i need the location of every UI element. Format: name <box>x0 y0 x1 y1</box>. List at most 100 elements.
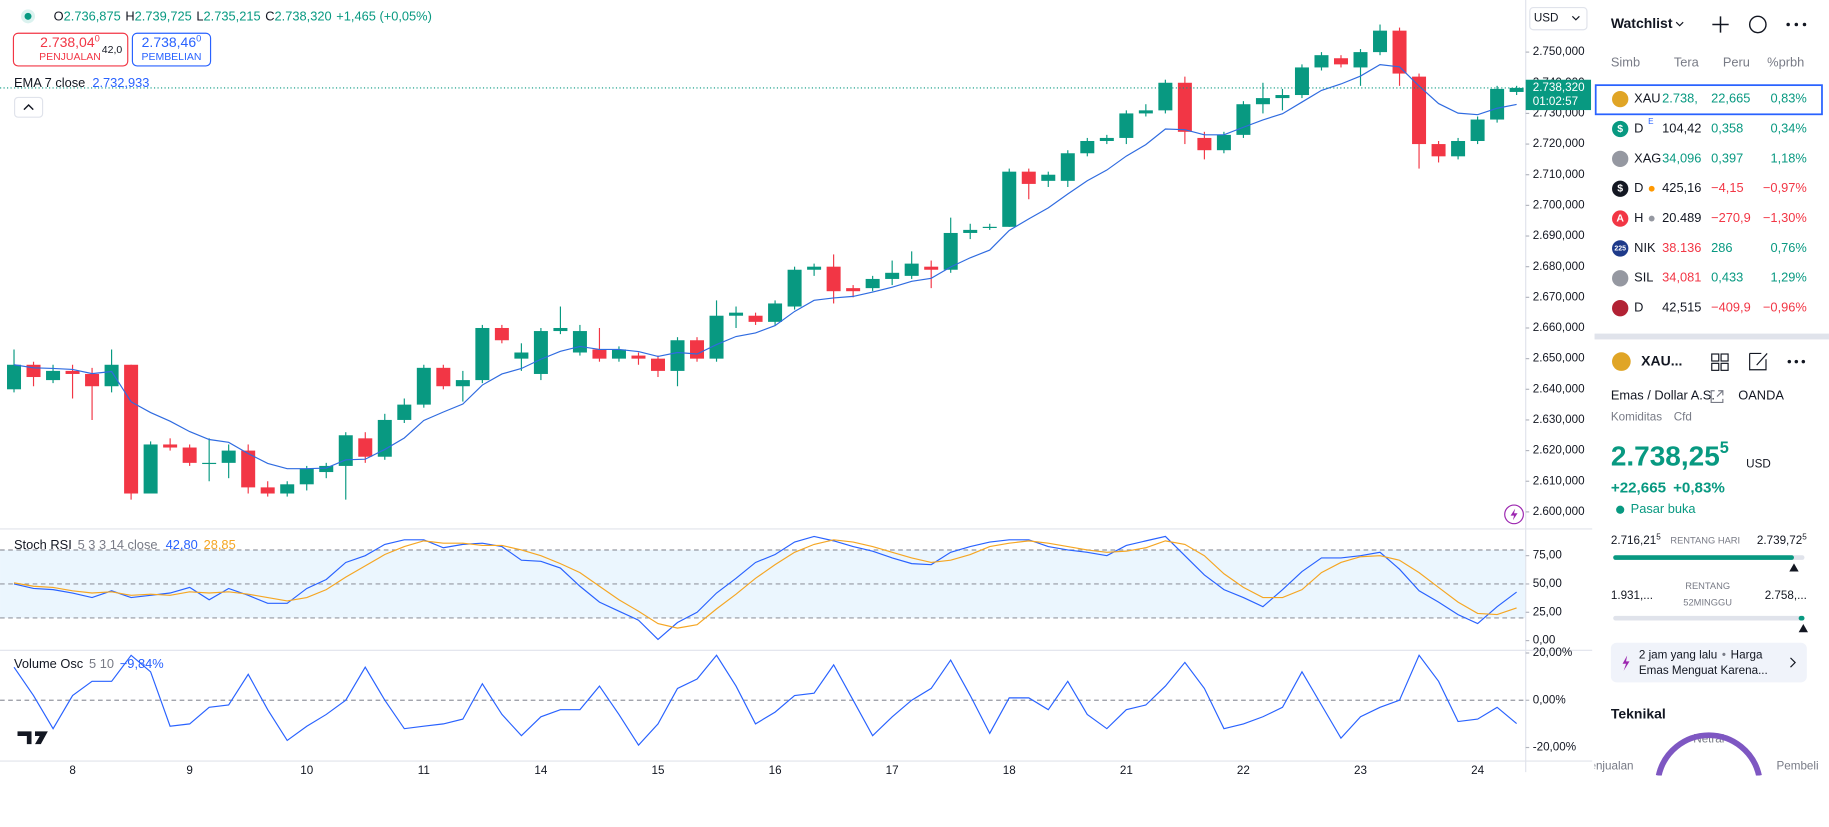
sell-price: 2.738,040 <box>40 34 100 50</box>
y-tick-label: 50,00 <box>1533 577 1563 590</box>
day-high-sup: 5 <box>1802 533 1807 542</box>
candle-body <box>46 370 61 381</box>
tech-sell: Penjualan <box>1582 759 1634 772</box>
sell-button[interactable] <box>12 32 129 67</box>
candle-body <box>397 404 412 420</box>
candle-body <box>1412 76 1427 145</box>
y-tick-label: 2.710,000 <box>1533 168 1585 181</box>
row-pct: 1,29% <box>1770 270 1806 285</box>
change-abs: +22,665 <box>1611 480 1666 497</box>
candle-body <box>982 226 997 228</box>
buy-price: 2.738,460 <box>142 34 202 50</box>
ema-name: EMA 7 close <box>14 75 85 90</box>
volosc-legend: Volume Osc 5 10 −9,84% <box>14 656 164 671</box>
more-dot[interactable] <box>1787 359 1792 364</box>
sell-label: PENJUALAN <box>39 52 101 63</box>
last-price-box <box>1525 79 1592 111</box>
y-tick-label: 2.680,000 <box>1533 260 1585 273</box>
news-card[interactable] <box>1610 642 1807 683</box>
currency-button[interactable] <box>1529 6 1588 31</box>
volosc-title: Volume Osc <box>14 656 84 671</box>
collapse-button[interactable] <box>14 96 44 118</box>
right-panel: Watchlist Simb Tera Peru %prbh XAU2.738, 22,6… <box>1582 0 1829 776</box>
ohlc: O2.736,875 H2.739,725 L2.735,215 C2.738,320… <box>54 9 432 24</box>
candle-body <box>1021 171 1036 184</box>
candle-body <box>202 462 217 465</box>
candle-body <box>729 312 744 316</box>
candle-body <box>1060 153 1075 181</box>
candle-body <box>826 266 841 292</box>
candle-body <box>1333 58 1348 65</box>
row-hit[interactable] <box>1595 294 1829 323</box>
day-low-main: 2.716,21 <box>1611 534 1656 547</box>
candle-body <box>1431 144 1446 157</box>
candle-body <box>7 364 22 390</box>
row-hit[interactable] <box>1595 115 1829 144</box>
y-tick-label: 2.660,000 <box>1533 321 1585 334</box>
open: 2.736,875 <box>64 9 121 24</box>
candle-body <box>338 435 353 466</box>
candle-body <box>358 438 373 457</box>
candle-body <box>241 450 256 488</box>
row-hit[interactable] <box>1595 85 1829 114</box>
y-tick-label: 2.670,000 <box>1533 290 1585 303</box>
row-icon <box>1612 180 1629 197</box>
row-hit[interactable] <box>1595 175 1829 204</box>
row-pct: −0,97% <box>1763 180 1807 195</box>
candle-body <box>1255 98 1270 105</box>
more-dot <box>1794 359 1799 364</box>
chart-area <box>0 24 1526 747</box>
row-last: 2.738, <box>1662 91 1698 106</box>
detail-change: +22,665 +0,83% <box>1611 480 1726 497</box>
candle-body <box>943 232 958 270</box>
candle-body <box>924 266 939 270</box>
row-icon <box>1612 270 1629 287</box>
candle-body <box>455 380 470 387</box>
row-symbol: NIK <box>1634 240 1656 255</box>
row-hit[interactable] <box>1595 205 1829 234</box>
buy-label: PEMBELIAN <box>141 52 201 63</box>
row-hit[interactable] <box>1595 234 1829 263</box>
candle-body <box>124 364 139 494</box>
candle-body <box>904 263 919 276</box>
row-change: −270,9 <box>1711 210 1751 225</box>
row-badge: E <box>1648 117 1654 126</box>
grid-icon[interactable] <box>1711 353 1720 362</box>
day-high: 2.739,725 <box>1757 533 1807 547</box>
candle-body <box>1470 119 1485 142</box>
axes: 2.600,000 2.610,000 2.620,000 2.630,000 2.64… <box>69 45 1592 777</box>
price-sup: 5 <box>1720 439 1729 457</box>
candle-body <box>592 349 607 359</box>
row-icon-text: A <box>1616 213 1624 224</box>
candle-body <box>885 272 900 279</box>
candle-body <box>787 269 802 307</box>
more-dot[interactable] <box>1786 22 1790 27</box>
row-change: 0,433 <box>1711 270 1743 285</box>
buy-button[interactable] <box>131 32 212 67</box>
y-tick-label: -20,00% <box>1533 741 1576 754</box>
row-change: 0,397 <box>1711 150 1743 165</box>
gauge <box>1655 732 1762 776</box>
candle-body <box>280 484 295 494</box>
candle-body <box>1294 67 1309 96</box>
row-symbol: H <box>1634 210 1643 225</box>
candle-body <box>319 465 334 473</box>
currency-chevron <box>1571 15 1580 21</box>
row-hit[interactable] <box>1595 264 1829 293</box>
chart-icon[interactable] <box>1748 15 1767 34</box>
edit-icon[interactable] <box>1749 352 1768 371</box>
row-hit[interactable] <box>1595 145 1829 174</box>
row-icon <box>1612 150 1629 168</box>
y-tick-label: 2.610,000 <box>1533 474 1585 487</box>
y-tick-label: 0,00 <box>1533 634 1556 647</box>
candle-body <box>514 352 529 359</box>
watchlist-title[interactable]: Watchlist <box>1611 15 1673 31</box>
y-tick-label: 2.630,000 <box>1533 413 1585 426</box>
candle-body <box>104 364 119 387</box>
row-selected <box>1594 84 1823 116</box>
row-change: 286 <box>1711 240 1732 255</box>
row-change: −409,9 <box>1711 300 1751 315</box>
more-dot <box>1801 359 1806 364</box>
add-icon[interactable] <box>1712 16 1729 33</box>
candle-body <box>299 468 314 485</box>
